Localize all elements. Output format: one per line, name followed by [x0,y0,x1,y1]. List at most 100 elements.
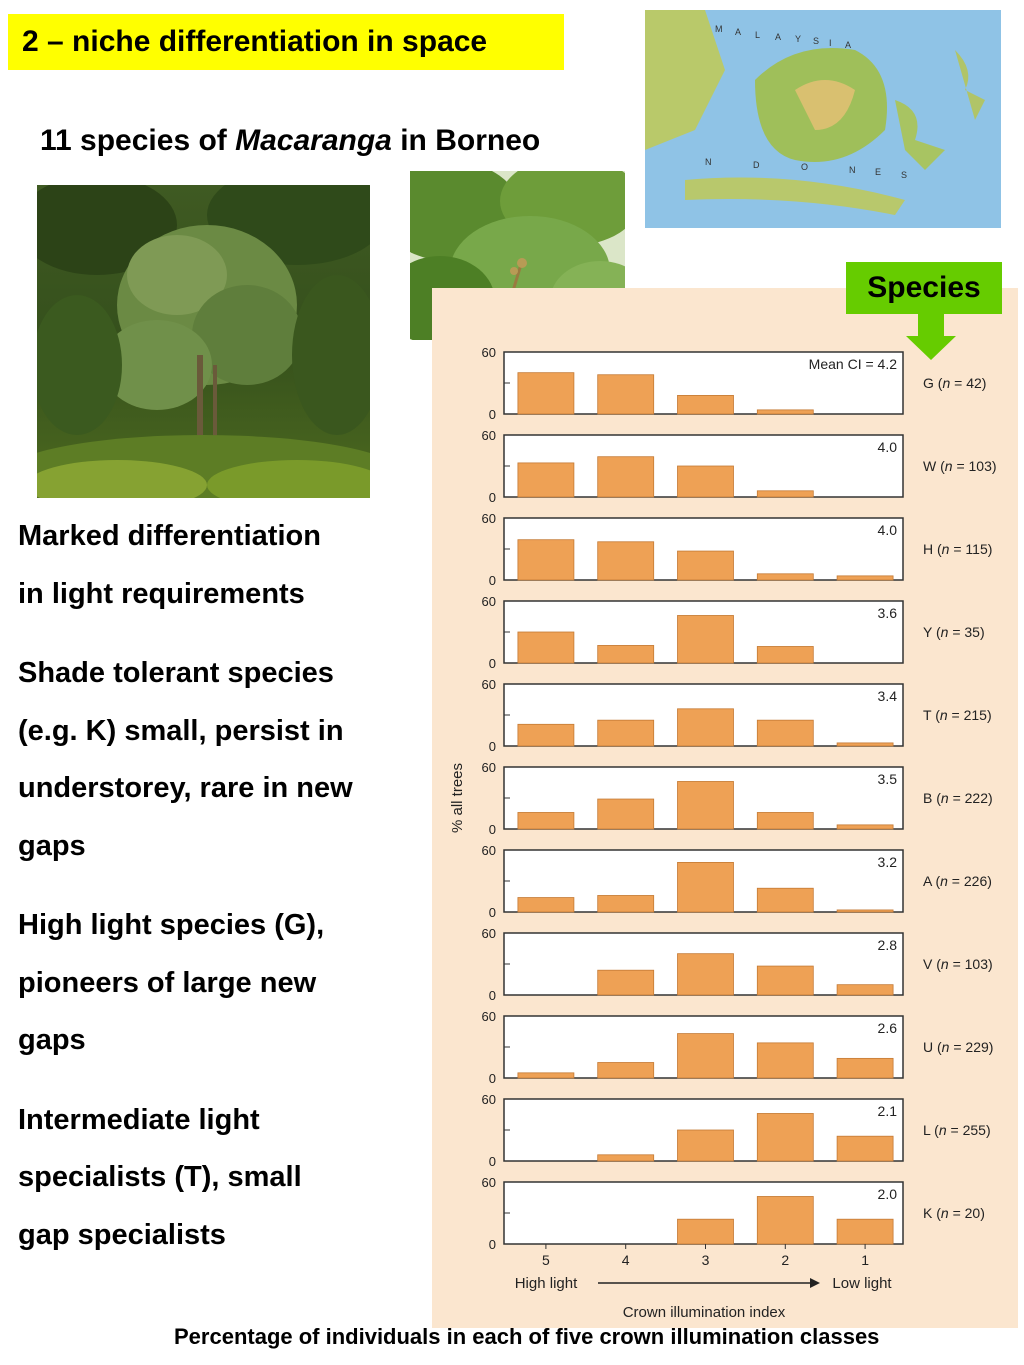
bar-B-4 [597,798,655,830]
y-tick-label: 0 [489,1071,496,1086]
mean-ci-label: 2.0 [878,1186,898,1202]
bar-U-1 [836,1057,894,1079]
species-series-label: L (n = 255) [923,1122,991,1138]
bar-Y-4 [597,645,655,664]
bar-A-3 [677,862,734,913]
bar-T-3 [677,708,734,747]
bar-L-2 [756,1113,814,1162]
y-tick-label: 0 [489,1154,496,1169]
text-line: in light requirements [18,577,305,610]
bar-B-3 [677,781,734,830]
y-tick-label: 60 [482,926,496,941]
y-tick-label: 60 [482,594,496,609]
bar-K-1 [836,1218,894,1245]
bar-H-3 [677,550,734,581]
n-symbol: n [940,873,948,889]
bar-T-5 [517,723,575,747]
y-tick-label: 0 [489,739,496,754]
mean-ci-label: 2.8 [878,937,898,953]
bar-B-2 [756,812,814,830]
bar-B-5 [517,812,575,830]
n-value: = 42) [950,375,986,391]
high-light-label: High light [515,1275,578,1292]
bar-V-1 [836,984,894,996]
map-letter: A [845,40,851,50]
y-tick-label: 0 [489,1237,496,1252]
n-symbol: n [942,375,950,391]
n-symbol: n [941,1205,949,1221]
bar-A-5 [517,897,575,913]
x-axis-title: Crown illumination index [623,1304,786,1321]
map-letter: Y [795,34,801,44]
n-symbol: n [941,624,949,640]
n-value: = 226) [948,873,992,889]
mean-ci-label: 3.6 [878,605,898,621]
tree-photo [37,185,370,498]
bar-A-1 [836,909,894,913]
bar-Y-3 [677,615,734,664]
map-letter: O [801,162,808,172]
bar-G-4 [597,374,655,415]
bar-U-3 [677,1033,734,1079]
y-tick-label: 0 [489,490,496,505]
text-line: gaps [18,829,86,862]
mean-ci-label: 2.6 [878,1020,898,1036]
n-symbol: n [940,707,948,723]
paragraph-differentiation: Marked differentiation in light requirem… [18,508,428,623]
text-line: Shade tolerant species [18,657,334,689]
y-tick-label: 60 [482,677,496,692]
bar-Y-5 [517,631,575,664]
y-tick-label: 0 [489,573,496,588]
y-tick-label: 60 [482,843,496,858]
text-line: (e.g. K) small, persist in [18,714,344,747]
n-symbol: n [945,458,953,474]
map-letter: L [755,30,760,40]
species-series-label: H (n = 115) [923,541,992,557]
species-label: Species [846,262,1002,314]
y-tick-label: 60 [482,1175,496,1190]
mean-ci-label: 4.0 [878,522,898,538]
map-letter: A [735,27,741,37]
bar-K-2 [756,1196,814,1245]
species-series-label: A (n = 226) [923,873,992,889]
n-value: = 20) [949,1205,985,1221]
mean-ci-label: 4.0 [878,439,898,455]
bar-W-4 [597,456,655,498]
map-letter: I [829,38,832,48]
bar-U-5 [517,1072,575,1079]
borneo-map: M A L A Y S I A N D O N E S [645,10,1001,228]
species-series-label: U (n = 229) [923,1039,993,1055]
bar-W-5 [517,462,575,498]
bar-H-5 [517,539,575,581]
bar-V-4 [597,969,655,996]
bar-H-4 [597,541,655,581]
paragraph-intermediate: Intermediate light specialists (T), smal… [18,1092,428,1265]
bar-L-4 [597,1154,655,1162]
mean-ci-label: 3.2 [878,854,898,870]
bar-H-1 [836,575,894,581]
n-symbol: n [941,790,949,806]
n-value: = 103) [949,956,993,972]
bar-U-2 [756,1042,814,1079]
arrow-head-icon [810,1278,820,1288]
mean-ci-label: Mean CI = 4.2 [809,356,898,372]
text-line: Intermediate light [18,1103,260,1136]
n-value: = 115) [949,541,992,557]
y-tick-label: 0 [489,988,496,1003]
bar-A-4 [597,895,655,913]
species-series-label: K (n = 20) [923,1205,985,1221]
y-tick-label: 60 [482,511,496,526]
y-tick-label: 60 [482,428,496,443]
text-line: High light species (G), [18,909,325,941]
n-value: = 229) [949,1039,993,1055]
bar-U-4 [597,1062,655,1079]
mean-ci-label: 3.5 [878,771,898,787]
bar-L-3 [677,1129,734,1162]
text-line: understorey, rare in new [18,772,353,804]
text-line: pioneers of large new [18,966,317,999]
species-series-label: G (n = 42) [923,375,986,391]
x-tick-label: 2 [781,1252,789,1268]
bar-B-1 [836,824,894,830]
n-value: = 103) [953,458,997,474]
species-series-label: Y (n = 35) [923,624,985,640]
